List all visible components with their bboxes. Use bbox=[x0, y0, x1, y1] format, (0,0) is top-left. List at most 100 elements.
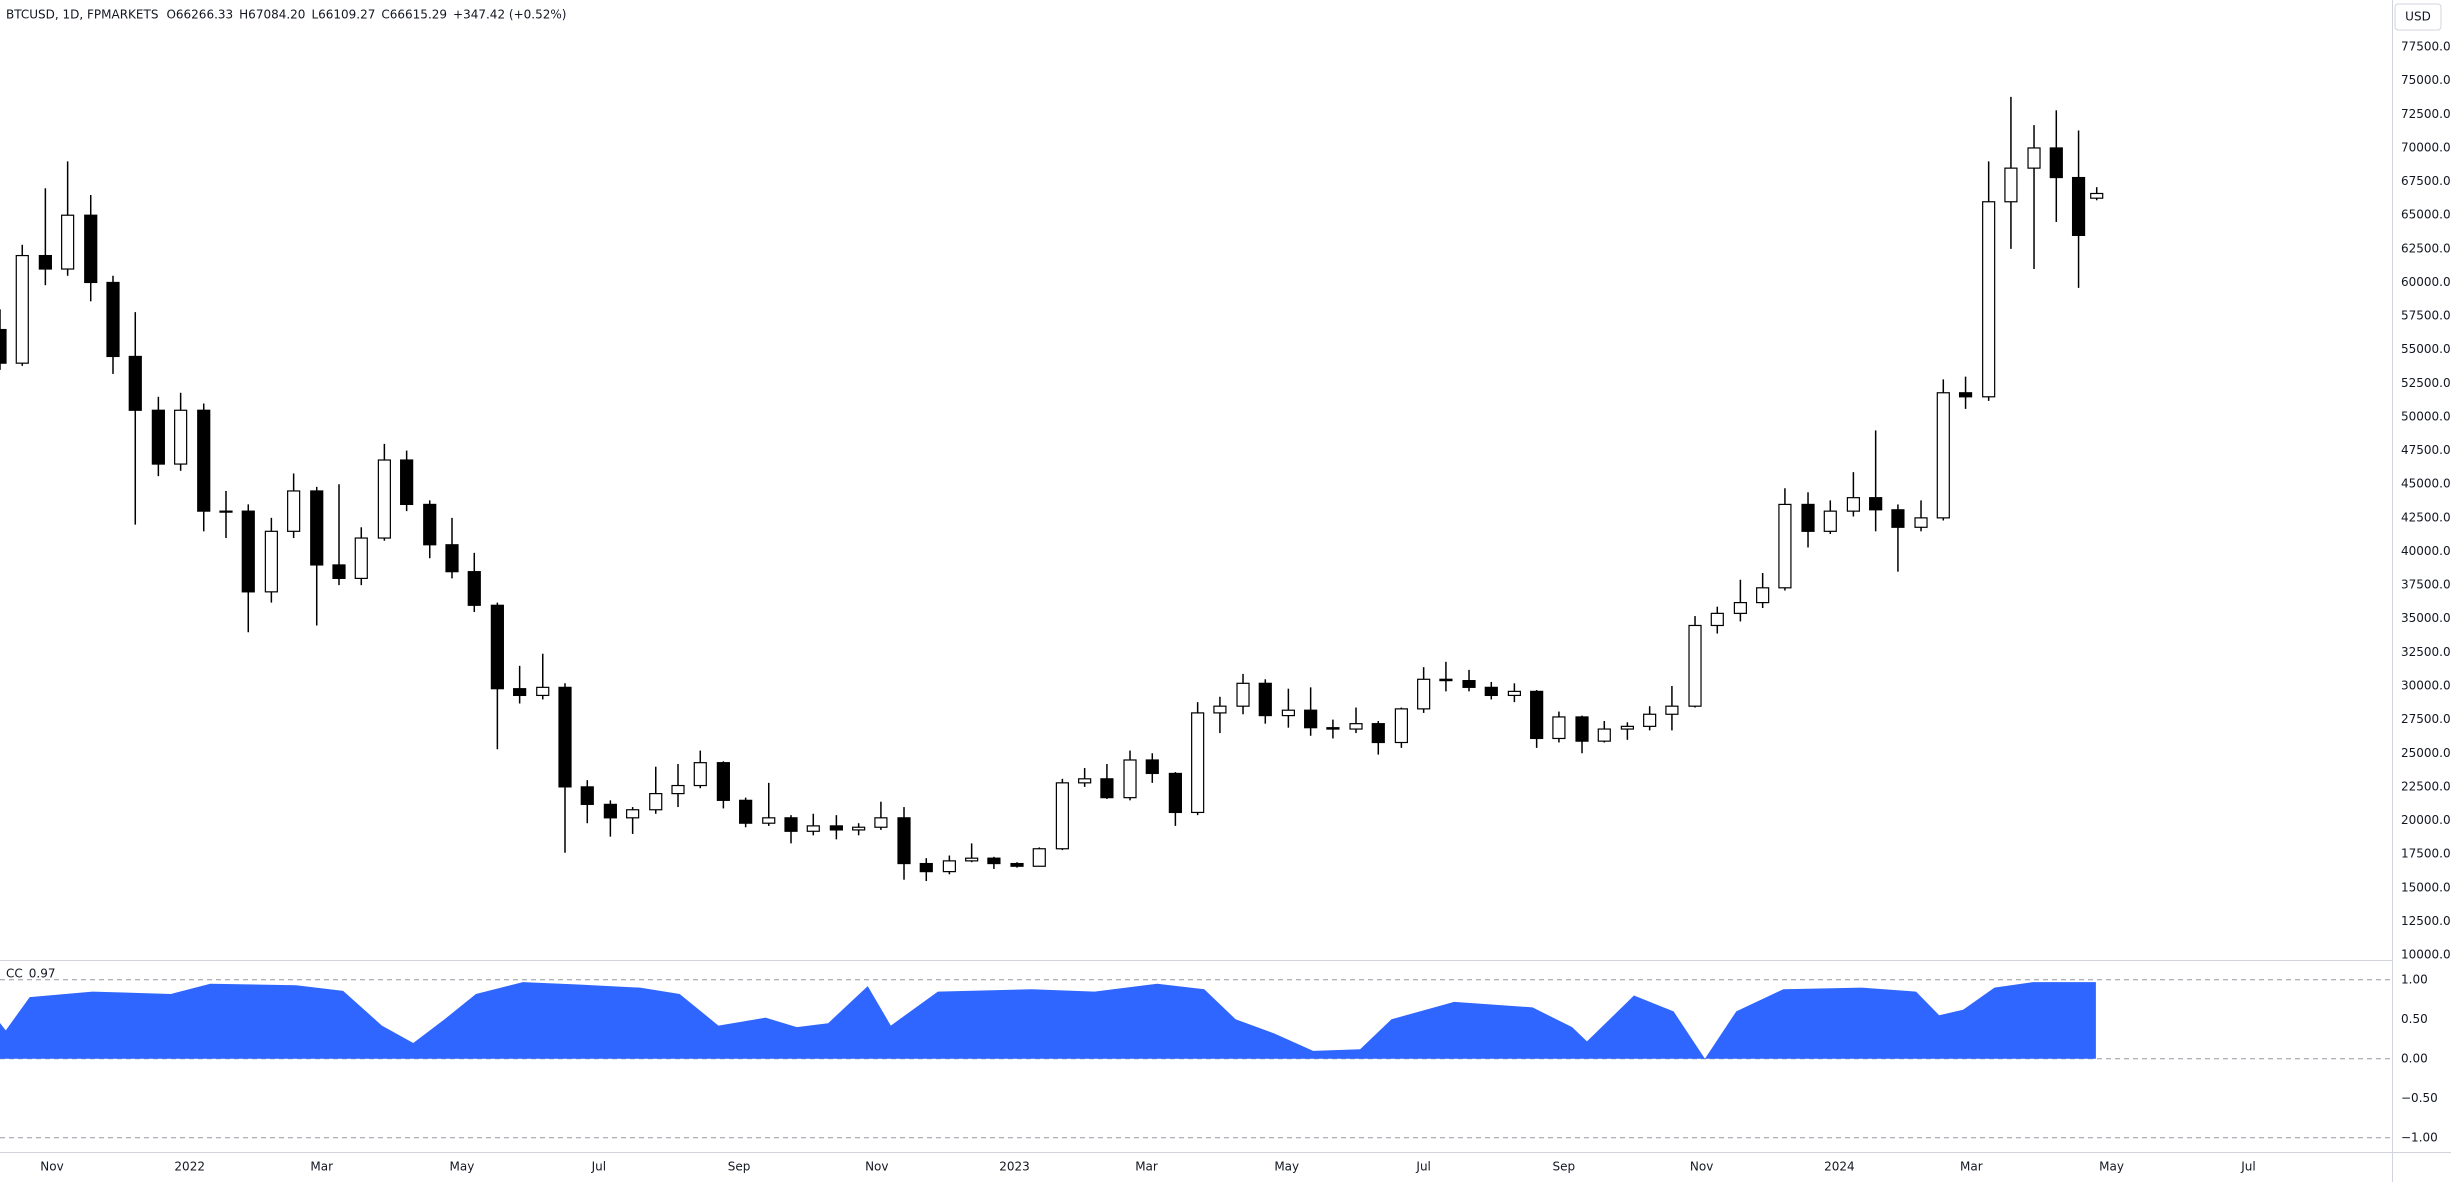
candle-body bbox=[1304, 709, 1318, 729]
ohlc-value: L66109.27 bbox=[311, 8, 375, 22]
ohlc-value: O66266.33 bbox=[166, 8, 233, 22]
x-tick-label: Mar bbox=[1135, 1160, 1158, 1174]
candle-body bbox=[2027, 147, 2041, 169]
x-tick-label: May bbox=[2099, 1160, 2124, 1174]
candle-body bbox=[264, 530, 278, 593]
indicator-title: CC bbox=[6, 967, 23, 981]
y-tick-label: 25000.00 bbox=[2401, 746, 2451, 760]
candle-body bbox=[762, 817, 776, 824]
y-tick-label: −1.00 bbox=[2401, 1130, 2438, 1144]
y-tick-label: 32500.00 bbox=[2401, 645, 2451, 659]
candle-body bbox=[151, 409, 165, 465]
x-tick-label: Nov bbox=[1690, 1160, 1713, 1174]
candle-body bbox=[1982, 201, 1996, 398]
candle-body bbox=[1507, 690, 1521, 697]
y-tick-label: 1.00 bbox=[2401, 972, 2428, 986]
candle-body bbox=[1349, 723, 1363, 730]
candle-body bbox=[536, 686, 550, 697]
candle-body bbox=[400, 459, 414, 506]
candle-body bbox=[2090, 192, 2104, 199]
candle-body bbox=[241, 510, 255, 593]
candle-body bbox=[649, 793, 663, 811]
candle-body bbox=[106, 281, 120, 358]
candle-body bbox=[987, 857, 1001, 865]
candle-body bbox=[1236, 682, 1250, 707]
cc-area bbox=[0, 982, 2096, 1059]
y-tick-label: 0.50 bbox=[2401, 1012, 2428, 1026]
candle-body bbox=[15, 254, 29, 364]
x-tick-label: Jul bbox=[2240, 1160, 2255, 1174]
y-tick-label: 12500.00 bbox=[2401, 914, 2451, 928]
y-tick-label: 70000.00 bbox=[2401, 140, 2451, 154]
y-tick-label: 60000.00 bbox=[2401, 275, 2451, 289]
candle-body bbox=[1078, 778, 1092, 784]
y-tick-label: 45000.00 bbox=[2401, 477, 2451, 491]
candle-body bbox=[1823, 510, 1837, 532]
x-tick-label: Sep bbox=[1553, 1160, 1576, 1174]
candle-body bbox=[513, 688, 527, 697]
candle-body bbox=[287, 490, 301, 532]
x-tick-label: May bbox=[1274, 1160, 1299, 1174]
candle-body bbox=[1032, 848, 1046, 867]
y-tick-label: 40000.00 bbox=[2401, 544, 2451, 558]
x-tick-label: Jul bbox=[1415, 1160, 1430, 1174]
y-tick-label: 52500.00 bbox=[2401, 376, 2451, 390]
symbol-title: BTCUSD, 1D, FPMARKETS bbox=[6, 8, 158, 22]
x-tick-label: May bbox=[449, 1160, 474, 1174]
indicator-value: 0.97 bbox=[29, 967, 56, 981]
candle-body bbox=[897, 817, 911, 865]
y-tick-label: 47500.00 bbox=[2401, 443, 2451, 457]
candle-body bbox=[0, 328, 7, 364]
candle-body bbox=[965, 857, 979, 862]
candle-body bbox=[1801, 503, 1815, 532]
candle-body bbox=[332, 564, 346, 579]
candle-body bbox=[1665, 705, 1679, 715]
candle-body bbox=[1394, 708, 1408, 744]
candle-body bbox=[558, 686, 572, 788]
candle-body bbox=[1936, 392, 1950, 519]
candle-body bbox=[490, 604, 504, 690]
candle-body bbox=[739, 799, 753, 824]
candle-body bbox=[580, 786, 594, 805]
candle-body bbox=[1552, 716, 1566, 740]
candle-body bbox=[671, 784, 685, 795]
x-tick-label: Sep bbox=[728, 1160, 751, 1174]
candle-body bbox=[1191, 712, 1205, 814]
candle-body bbox=[84, 214, 98, 284]
y-tick-label: 20000.00 bbox=[2401, 813, 2451, 827]
candle-body bbox=[942, 860, 956, 873]
candle-body bbox=[1914, 517, 1928, 528]
x-tick-label: 2024 bbox=[1824, 1160, 1855, 1174]
candle-body bbox=[1530, 690, 1544, 740]
y-tick-label: 67500.00 bbox=[2401, 174, 2451, 188]
candle-body bbox=[716, 762, 730, 801]
candle-body bbox=[377, 459, 391, 539]
y-tick-label: 65000.00 bbox=[2401, 208, 2451, 222]
ohlc-value: C66615.29 bbox=[381, 8, 447, 22]
candle-body bbox=[1145, 759, 1159, 775]
ohlc-value: H67084.20 bbox=[239, 8, 305, 22]
candle-body bbox=[784, 817, 798, 832]
y-tick-label: 15000.00 bbox=[2401, 880, 2451, 894]
candle-body bbox=[806, 825, 820, 832]
candle-body bbox=[1484, 686, 1498, 697]
x-tick-label: Nov bbox=[865, 1160, 888, 1174]
x-tick-label: Mar bbox=[310, 1160, 333, 1174]
candle-body bbox=[1100, 778, 1114, 799]
candle-body bbox=[1620, 725, 1634, 730]
y-tick-label: 10000.00 bbox=[2401, 948, 2451, 962]
y-tick-label: 22500.00 bbox=[2401, 779, 2451, 793]
y-tick-label: 50000.00 bbox=[2401, 409, 2451, 423]
candle-body bbox=[2004, 167, 2018, 203]
candle-body bbox=[1846, 497, 1860, 512]
x-tick-label: 2022 bbox=[174, 1160, 205, 1174]
y-tick-label: 72500.00 bbox=[2401, 107, 2451, 121]
y-tick-label: 55000.00 bbox=[2401, 342, 2451, 356]
candle-body bbox=[1756, 587, 1770, 604]
candle-body bbox=[874, 817, 888, 828]
currency-box[interactable] bbox=[2394, 3, 2442, 31]
candle-body bbox=[1643, 713, 1657, 727]
candle-body bbox=[38, 254, 52, 270]
